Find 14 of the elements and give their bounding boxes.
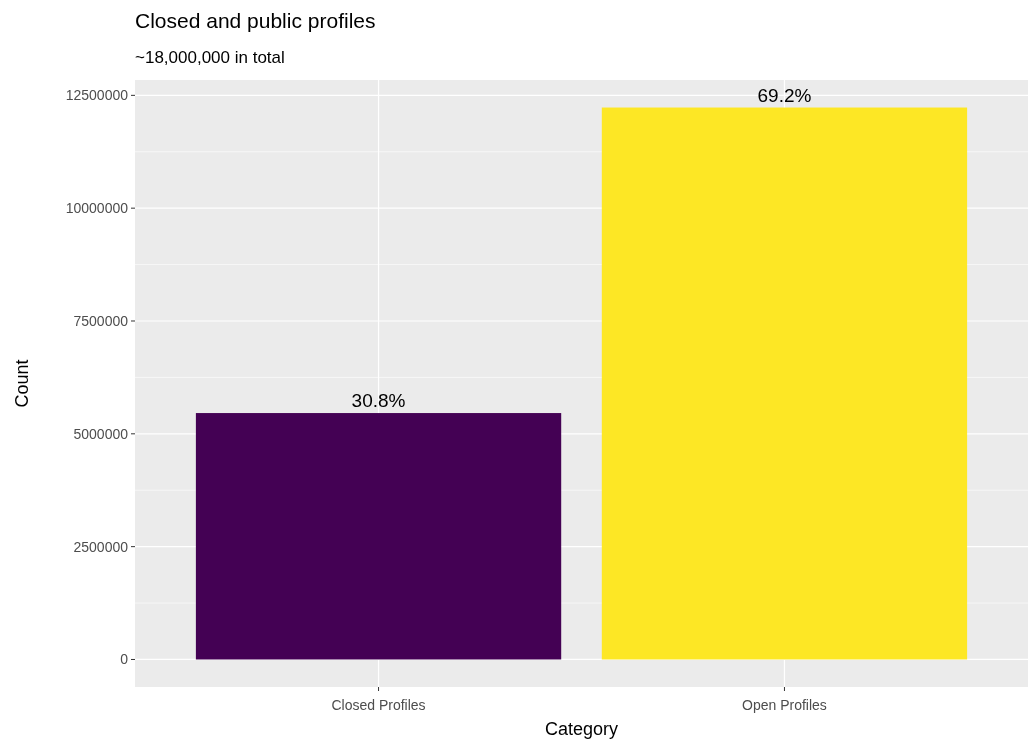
x-tick-label: Open Profiles — [742, 697, 827, 713]
y-tick-label: 0 — [120, 651, 129, 668]
x-axis-title: Category — [544, 719, 619, 739]
x-tick-label: Closed Profiles — [331, 697, 426, 713]
chart-subtitle: ~18,000,000 in total — [135, 48, 285, 67]
annotation: 69.2% — [757, 84, 812, 106]
y-tick-label: 12500000 — [65, 87, 129, 104]
y-tick-label: 2500000 — [73, 538, 129, 555]
y-tick-label: 5000000 — [73, 425, 129, 442]
y-axis-title: Count — [12, 359, 32, 408]
y-tick-label: 7500000 — [73, 312, 129, 329]
y-tick-label: 10000000 — [65, 200, 129, 217]
annotation: 30.8% — [351, 390, 406, 412]
chart-title: Closed and public profiles — [135, 9, 376, 32]
